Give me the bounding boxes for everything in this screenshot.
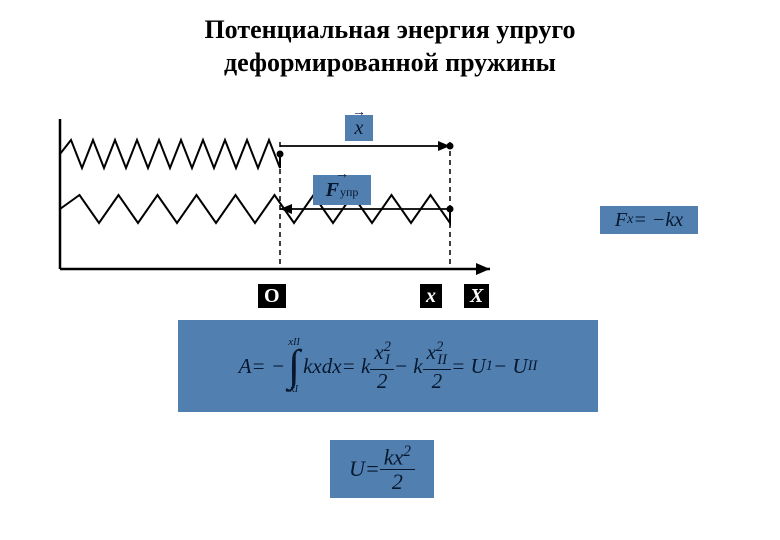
mf-minus: − k [394,354,423,379]
uf-frac: kx2 2 [380,444,415,495]
title-line1: Потенциальная энергия упруго [0,14,780,47]
mf-integrand: kxdx [303,354,341,379]
diagram-svg [50,104,510,284]
x-vector-label: x [345,115,373,141]
mf-minus2: − U [493,354,528,379]
f-upr-prefix: F [326,179,339,202]
title-line2: деформированной пружины [0,47,780,80]
main-formula: A = − xII ∫ xI kxdx = k x2I 2 − k x2II 2… [178,320,598,412]
mf-eq3: = U [451,354,486,379]
u-formula: U = kx2 2 [330,440,434,498]
mf-eq1: = − [251,354,285,379]
mf-u2sub: II [528,358,538,375]
side-formula-fx: F x = −kx [600,206,698,234]
uf-eq: = [365,456,380,482]
axis-label-x-lower: x [420,284,442,308]
frac2: x2II 2 [423,339,451,392]
mf-A: A [239,354,252,379]
uf-U: U [349,456,365,482]
axis-label-o: O [258,284,286,308]
frac1: x2I 2 [370,339,394,392]
mf-eq2: = k [342,354,371,379]
spring-diagram [50,104,510,284]
axis-label-x-upper: X [464,284,489,308]
page-title: Потенциальная энергия упруго деформирова… [0,0,780,79]
x-vec-text: x [355,117,364,140]
mf-u1sub: 1 [486,358,493,375]
fx-rhs: = −kx [633,209,683,232]
f-upr-sub: упр [340,185,358,200]
integral: xII ∫ xI [288,337,300,394]
fx-lhs: F [615,209,627,232]
f-upr-label: F упр [313,175,371,205]
